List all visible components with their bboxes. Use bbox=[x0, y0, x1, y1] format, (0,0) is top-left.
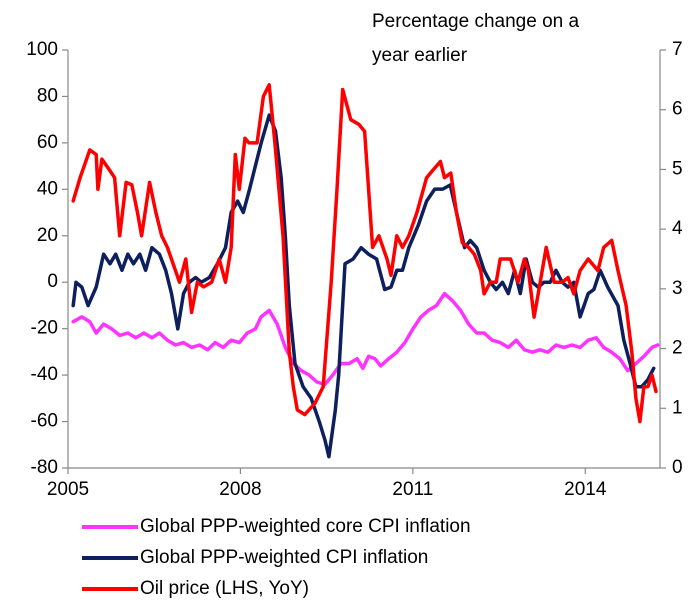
y-tick-label: 100 bbox=[26, 39, 58, 60]
y-tick-label: -60 bbox=[31, 411, 58, 432]
y-tick-label: -80 bbox=[31, 457, 58, 478]
series-line bbox=[71, 83, 658, 424]
annotation-line: Percentage change on a bbox=[372, 11, 579, 32]
y2-tick-label: 4 bbox=[672, 218, 683, 239]
legend-label: Global PPP-weighted CPI inflation bbox=[140, 547, 428, 568]
series-line bbox=[71, 291, 660, 387]
y2-tick-label: 1 bbox=[672, 397, 683, 418]
y2-tick-label: 5 bbox=[672, 158, 683, 179]
x-tick-label: 2005 bbox=[47, 479, 89, 500]
x-tick-label: 2011 bbox=[392, 479, 433, 500]
y2-tick-label: 7 bbox=[672, 39, 683, 60]
x-tick-label: 2014 bbox=[564, 479, 607, 500]
y2-tick-label: 6 bbox=[672, 99, 683, 120]
y2-tick-label: 3 bbox=[672, 278, 683, 299]
y-tick-label: -40 bbox=[31, 364, 58, 385]
y-tick-label: -20 bbox=[31, 318, 58, 339]
legend-label: Global PPP-weighted core CPI inflation bbox=[140, 516, 471, 537]
y-tick-label: 0 bbox=[47, 271, 58, 292]
series-line bbox=[71, 113, 656, 459]
y-tick-label: 80 bbox=[37, 85, 58, 106]
x-tick-label: 2008 bbox=[219, 479, 261, 500]
legend-label: Oil price (LHS, YoY) bbox=[140, 578, 309, 599]
y2-tick-label: 0 bbox=[672, 457, 683, 478]
y2-tick-label: 2 bbox=[672, 338, 683, 359]
annotation-line: year earlier bbox=[372, 45, 468, 66]
y-tick-label: 40 bbox=[37, 178, 58, 199]
y-tick-label: 20 bbox=[37, 225, 58, 246]
y-tick-label: 60 bbox=[37, 132, 58, 153]
